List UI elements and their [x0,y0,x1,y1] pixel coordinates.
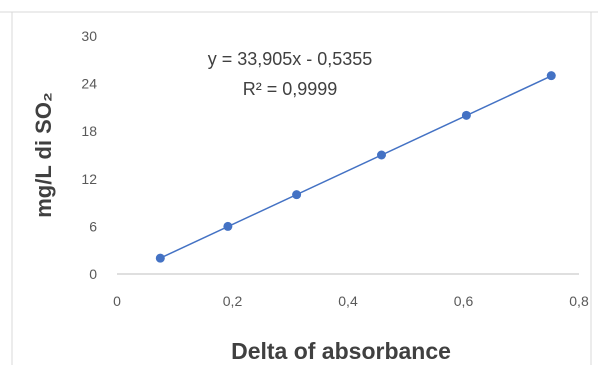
y-tick-label: 12 [81,171,97,187]
y-axis-ticks: 0 6 12 18 24 30 [81,28,97,282]
data-point [546,71,556,81]
data-point [223,221,233,231]
x-axis-title: Delta of absorbance [231,338,451,364]
y-axis-title: mg/L di SO₂ [31,92,56,218]
data-points [155,71,556,263]
x-axis-ticks: 0 0,2 0,4 0,6 0,8 [113,293,589,309]
y-tick-label: 6 [89,218,97,234]
x-tick-label: 0,8 [569,293,589,309]
trendline-equation: y = 33,905x - 0,5355 [208,49,373,69]
x-tick-label: 0,2 [223,293,243,309]
y-tick-label: 24 [81,76,97,92]
y-tick-label: 18 [81,123,97,139]
y-tick-label: 30 [81,28,97,44]
trendline-path [159,75,552,259]
r-squared-label: R² = 0,9999 [243,79,338,99]
trendline [159,75,552,259]
data-point [155,253,165,263]
x-tick-label: 0,4 [338,293,358,309]
data-point [292,190,302,200]
x-tick-label: 0,6 [454,293,474,309]
x-tick-label: 0 [113,293,121,309]
data-point [461,110,471,120]
data-point [376,150,386,160]
y-tick-label: 0 [89,266,97,282]
